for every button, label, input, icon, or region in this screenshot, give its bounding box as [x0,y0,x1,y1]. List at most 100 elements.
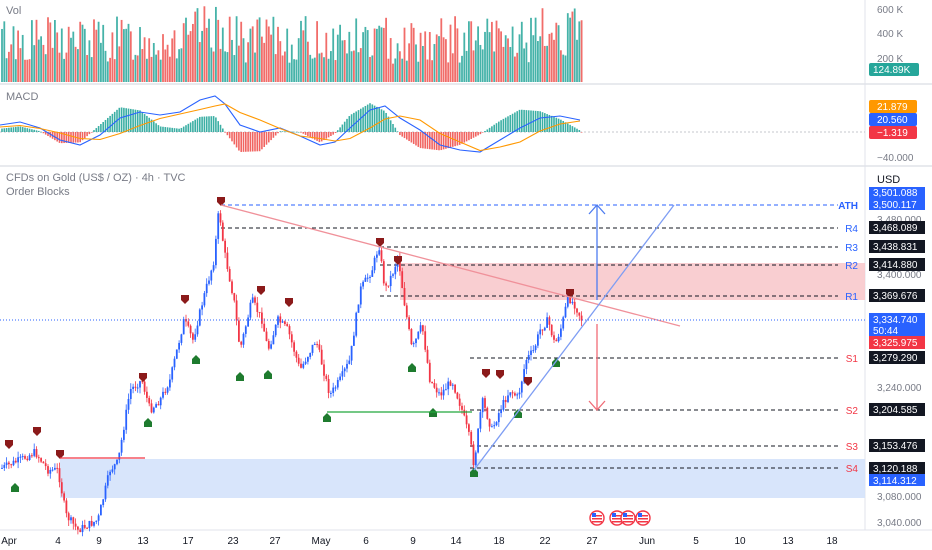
r3-badge: 3,438.831 [873,242,918,253]
macd-histogram-bar [378,108,380,132]
macd-histogram-bar [343,121,346,132]
down-arrow[interactable] [588,324,606,411]
volume-bar [539,36,542,82]
volume-bar [451,53,454,82]
candle [226,252,229,270]
volume-bar [33,45,36,82]
candle [215,238,217,266]
candle [238,320,240,342]
candle [428,362,431,382]
macd-histogram-bar [65,132,68,143]
macd-histogram-bar [327,132,330,138]
macd-histogram-bar [479,132,482,135]
macd-histogram-bar [162,126,164,132]
volume-bar [537,41,539,82]
macd-histogram-bar [203,116,206,132]
bullish-marker-icon [264,370,272,379]
us-flag-icon[interactable] [609,510,625,526]
volume-bar [90,57,93,82]
macd-histogram-bar [323,132,325,141]
volume-bar [408,43,410,82]
bearish-marker-icon [285,298,293,307]
candle [10,464,13,466]
macd-histogram-bar [233,132,236,145]
volume-bar [267,26,270,82]
us-flag-icon[interactable] [635,510,651,526]
candle [339,376,341,381]
candle [297,357,300,364]
us-flag-icon[interactable] [589,510,605,526]
macd-histogram-bar [318,132,321,143]
macd-histogram-bar [300,132,302,133]
volume-bar [449,24,452,82]
us-event-icons[interactable] [589,510,651,526]
volume-bar [86,55,88,82]
candle [438,392,440,394]
volume-bar [320,52,323,82]
indicator-name[interactable]: Order Blocks [6,186,70,198]
volume-bar [88,40,91,82]
candle [231,281,233,294]
candles [1,210,583,537]
volume-bar [543,45,546,82]
time-label: 18 [493,536,505,547]
macd-histogram-bar [293,131,295,133]
volume-bar [576,39,578,82]
time-label: 9 [410,536,416,547]
descending-trendline[interactable] [220,204,681,327]
macd-histogram-bar [134,109,137,132]
candle [449,381,452,386]
volume-bar [263,42,266,82]
macd-histogram-bar [484,131,486,132]
candle [194,334,197,340]
macd-badge-line-text: 20.560 [877,115,908,126]
up-arrow[interactable] [588,204,606,300]
candle [320,349,323,365]
macd-histogram-bar [580,132,583,133]
macd-histogram-bar [12,127,15,132]
candle [143,381,146,392]
macd-histogram-bar [325,132,328,139]
candle [159,397,162,406]
time-label: 22 [539,536,551,547]
volume-bar [198,42,201,82]
us-flag-icon[interactable] [620,510,636,526]
macd-tick: −40.000 [877,153,914,164]
candle [302,363,305,368]
candle [488,418,491,427]
candle [54,467,56,470]
time-label: 6 [363,536,369,547]
candle [571,301,574,304]
volume-bar [387,58,390,82]
macd-histogram-bar [67,132,70,143]
macd-histogram-bar [550,115,553,132]
macd-histogram-bar [534,110,537,132]
symbol-title[interactable]: CFDs on Gold (US$ / OZ) · 4h · TVC [6,172,186,184]
candle [548,317,551,325]
candle [502,399,505,410]
macd-histogram-bar [369,103,371,132]
volume-bar [47,17,49,82]
macd-histogram-bar [155,123,157,132]
macd-indicator [0,95,865,153]
time-label: Jun [639,536,655,547]
candle [389,275,392,287]
macd-histogram-bar [199,116,201,132]
macd-histogram-bar [33,129,35,132]
macd-histogram-bar [15,126,17,132]
macd-histogram-bar [468,132,470,141]
macd-histogram-bar [258,132,261,152]
bearish-marker-icon [217,197,225,206]
candle [235,300,238,321]
macd-histogram-bar [498,121,500,132]
candle [555,339,558,342]
bearish-marker-icon [139,373,147,382]
ascending-trendline[interactable] [473,204,675,471]
macd-histogram-bar [562,120,564,132]
time-axis[interactable]: Apr 4 9 13 17 23 27 May 6 9 14 18 22 27 Jun 5 10 13 18 [1,536,838,547]
macd-histogram-bar [412,132,415,144]
volume-bar [566,13,569,82]
volume-bar [378,25,381,82]
volume-bar [70,37,72,82]
